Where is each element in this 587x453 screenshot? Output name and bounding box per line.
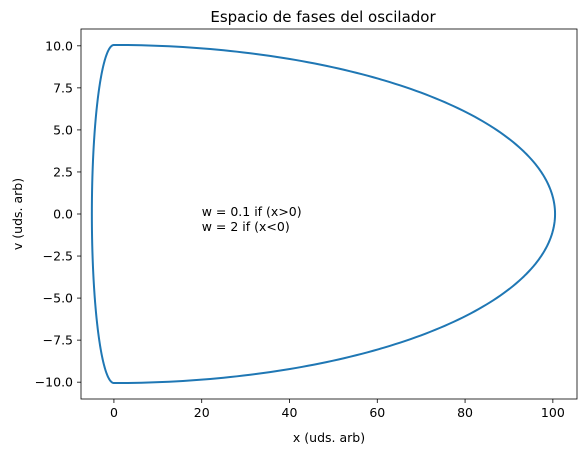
y-tick-label: 2.5 [53,164,73,179]
x-tick-label: 100 [541,405,565,420]
y-tick-label: 5.0 [53,122,73,137]
x-tick-label: 0 [110,405,118,420]
curve-layer [90,43,557,385]
annotation-line-1: w = 0.1 if (x>0) [202,204,302,219]
plot-area [81,29,577,399]
y-tick-label: 10.0 [45,38,73,53]
y-tick-label: −5.0 [43,291,73,306]
x-tick-label: 80 [457,405,473,420]
chart-title: Espacio de fases del oscilador [210,8,436,26]
y-tick-label: 0.0 [53,207,73,222]
x-axis-label: x (uds. arb) [293,430,365,445]
x-tick-label: 20 [194,405,210,420]
x-tick-label: 40 [282,405,298,420]
y-tick-label: −2.5 [43,249,73,264]
y-axis-ticks: −10.0 −7.5 −5.0 −2.5 0.0 2.5 5.0 7.5 10.0 [35,38,81,390]
x-axis-ticks: 0 20 40 60 80 100 [110,399,565,420]
y-tick-label: −7.5 [43,333,73,348]
y-tick-label: −10.0 [35,375,73,390]
y-tick-label: 7.5 [53,80,73,95]
phase-trajectory-line [90,43,557,385]
y-axis-label: v (uds. arb) [10,178,25,250]
annotation-line-2: w = 2 if (x<0) [202,219,290,234]
x-tick-label: 60 [369,405,385,420]
